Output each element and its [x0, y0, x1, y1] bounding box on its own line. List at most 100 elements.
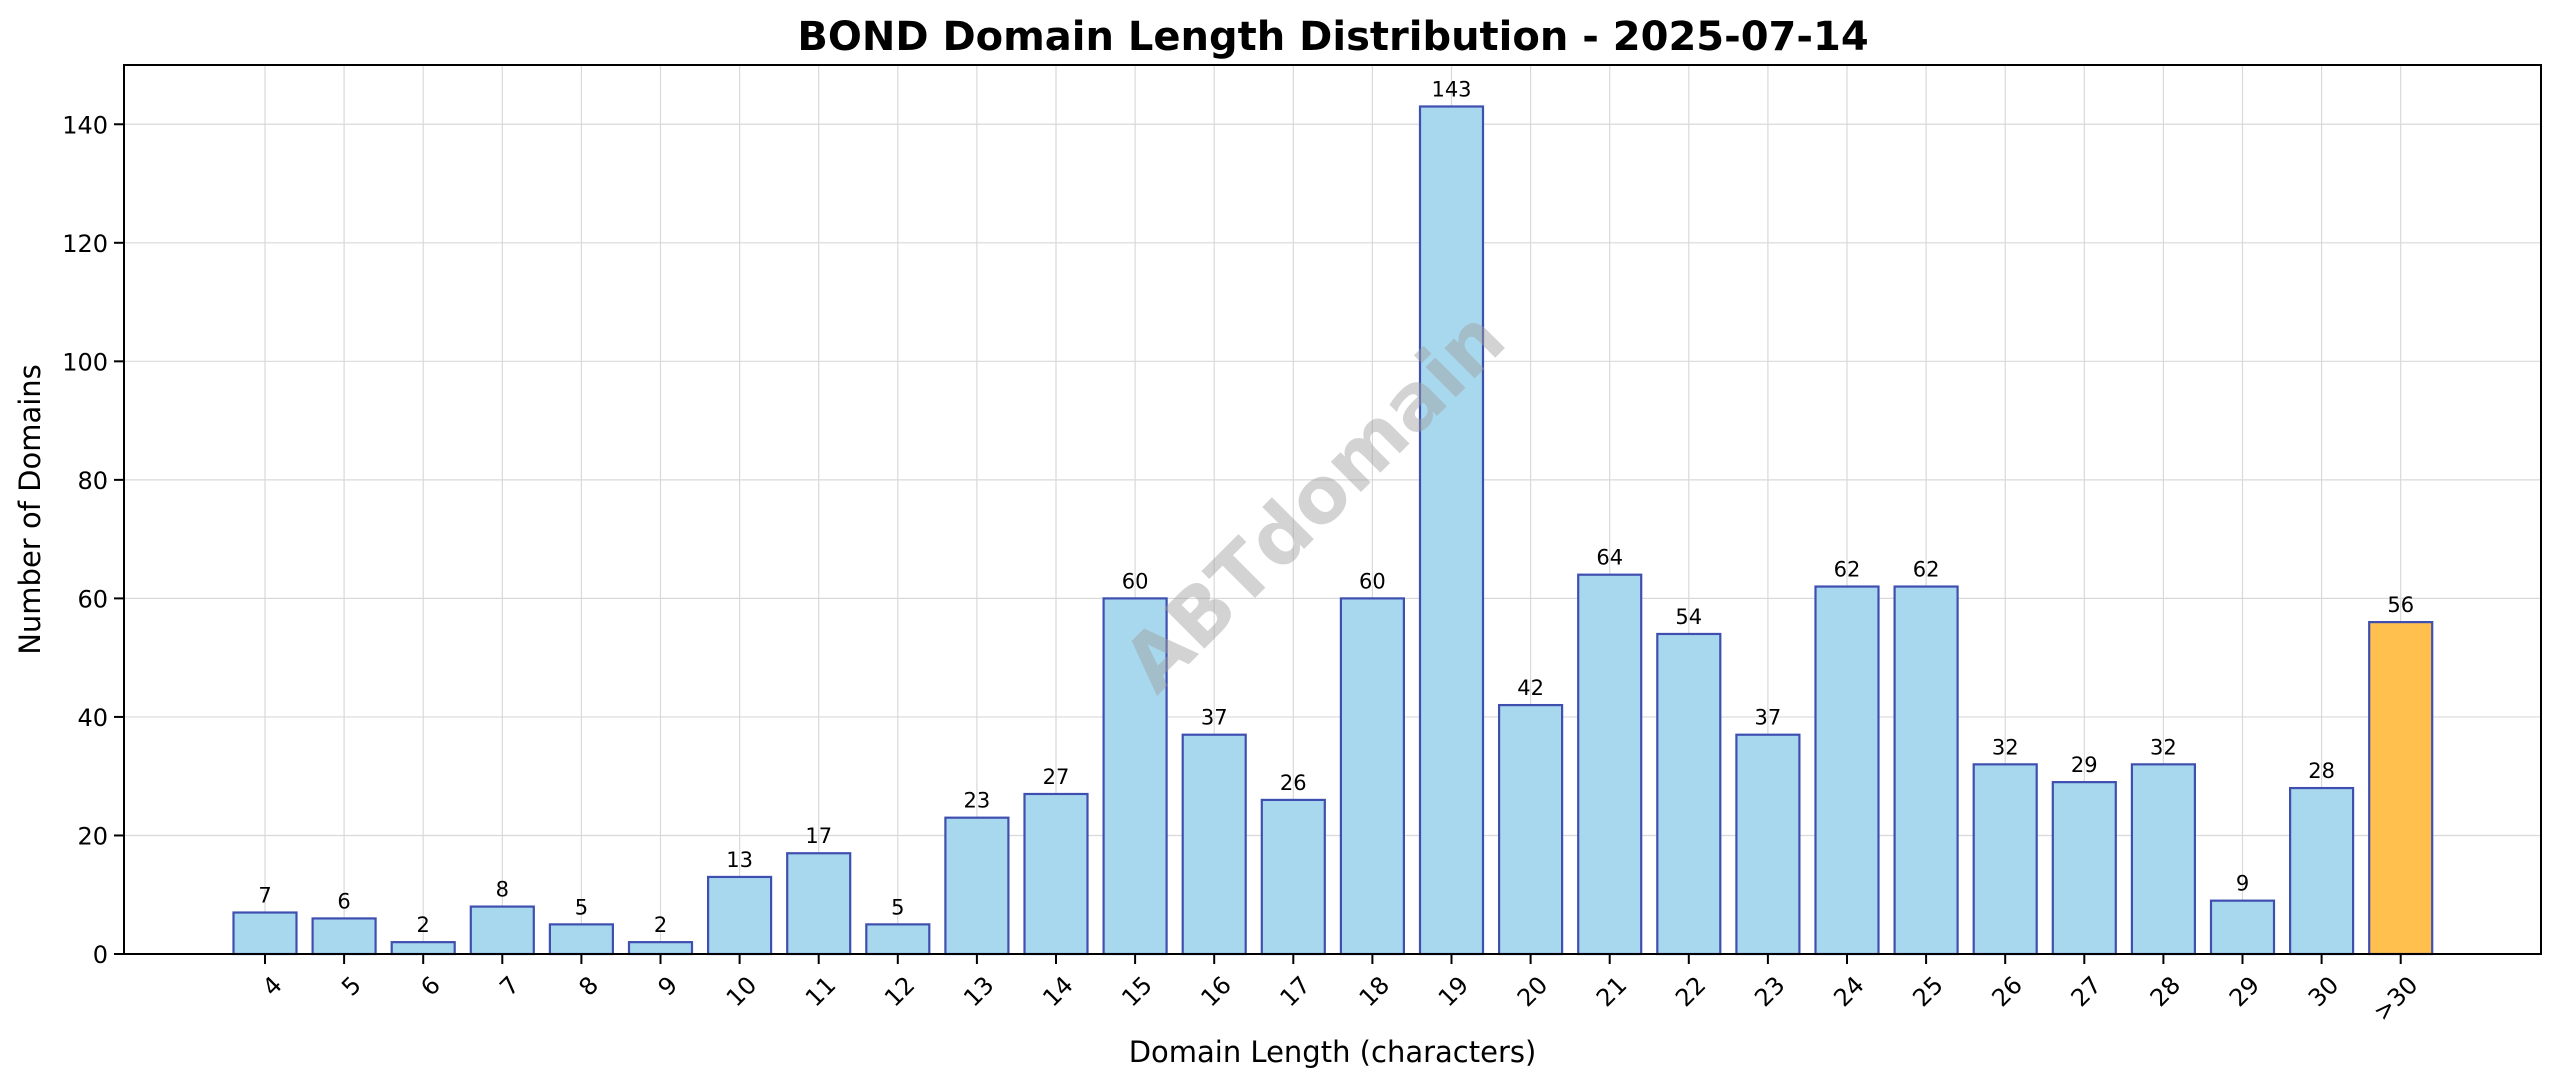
data-label-27: 29	[2071, 753, 2098, 777]
x-tick-label: 29	[2224, 971, 2265, 1012]
y-tick-label: 140	[62, 111, 108, 139]
bar-11	[786, 852, 852, 956]
x-tick-label: 23	[1749, 971, 1790, 1012]
data-label-26: 32	[1992, 735, 2019, 759]
bars	[232, 105, 2434, 956]
x-tick-label: 5	[336, 971, 367, 1002]
y-tick-label: 20	[77, 822, 108, 850]
x-tick-label: 7	[494, 971, 525, 1002]
y-axis-label: Number of Domains	[13, 364, 47, 655]
data-label-28: 32	[2150, 735, 2177, 759]
bar-22	[1656, 632, 1722, 956]
data-label-20: 42	[1517, 676, 1544, 700]
x-tick-label: 8	[573, 971, 604, 1002]
data-label-10: 13	[726, 848, 753, 872]
data-label->30: 56	[2387, 593, 2414, 617]
x-axis-label: Domain Length (characters)	[1129, 1035, 1537, 1069]
x-tick-label: 9	[653, 971, 684, 1002]
data-label-5: 6	[337, 889, 350, 913]
y-tick-label: 0	[93, 941, 108, 969]
data-label-6: 2	[417, 913, 430, 937]
bar-8	[548, 923, 615, 956]
data-label-25: 62	[1913, 558, 1940, 582]
x-axis-ticks: 4 5 6 7 8 9 10 11 12 13 14 15 16 17 18 19 20 21 22 23 24 25 26…	[257, 954, 2423, 1027]
x-tick-label: 13	[958, 971, 999, 1012]
x-tick-label: 22	[1670, 971, 1711, 1012]
bar-7	[469, 905, 535, 956]
bar-19	[1418, 105, 1485, 956]
data-label-11: 17	[805, 824, 832, 848]
data-label-22: 54	[1675, 605, 1702, 629]
data-label-21: 64	[1596, 546, 1623, 570]
bar-18	[1339, 597, 1406, 956]
x-tick-label: 15	[1116, 971, 1157, 1012]
bar->30	[2368, 621, 2434, 956]
bar-14	[1023, 792, 1089, 956]
y-tick-label: 80	[77, 467, 108, 495]
x-tick-label: 12	[879, 971, 920, 1012]
x-tick-label: 10	[721, 971, 762, 1012]
bar-25	[1893, 585, 1959, 956]
x-tick-label: 24	[1828, 971, 1869, 1012]
y-tick-label: 120	[62, 230, 108, 258]
y-tick-label: 40	[77, 704, 108, 732]
data-label-7: 8	[496, 878, 509, 902]
x-tick-label: 4	[257, 971, 288, 1002]
bar-12	[865, 923, 931, 956]
chart-title: BOND Domain Length Distribution - 2025-0…	[797, 14, 1868, 60]
data-label-24: 62	[1834, 558, 1861, 582]
y-tick-label: 60	[77, 585, 108, 613]
y-tick-label: 100	[62, 348, 108, 376]
data-label-16: 37	[1201, 706, 1228, 730]
x-tick-label: 25	[1907, 971, 1948, 1012]
bar-5	[311, 917, 377, 956]
data-label-30: 28	[2308, 759, 2335, 783]
data-label-29: 9	[2236, 872, 2249, 896]
data-label-19: 143	[1431, 77, 1471, 101]
x-tick-label: 17	[1275, 971, 1316, 1012]
data-label-14: 27	[1043, 765, 1070, 789]
data-label-13: 23	[964, 789, 991, 813]
bar-10	[706, 875, 773, 956]
data-label-17: 26	[1280, 771, 1307, 795]
x-tick-label: 21	[1591, 971, 1632, 1012]
bar-13	[944, 816, 1010, 956]
plot-area-frame	[123, 64, 2542, 955]
data-label-18: 60	[1359, 569, 1386, 593]
data-label-15: 60	[1122, 569, 1149, 593]
bar-9	[627, 941, 694, 956]
bar-6	[390, 941, 456, 956]
data-label-12: 5	[891, 895, 904, 919]
data-label-4: 7	[258, 884, 271, 908]
data-label-23: 37	[1755, 706, 1782, 730]
x-tick-label: 16	[1195, 971, 1236, 1012]
bar-23	[1735, 733, 1801, 956]
bar-4	[232, 911, 298, 956]
bar-21	[1577, 573, 1643, 956]
y-axis-ticks: 0 20 40 60 80 100 120 140	[62, 111, 124, 969]
x-tick-label: 30	[2303, 971, 2344, 1012]
bar-15	[1102, 597, 1168, 956]
bar-26	[1972, 763, 2038, 956]
x-tick-label: 28	[2145, 971, 2186, 1012]
x-tick-label: 26	[1986, 971, 2027, 1012]
x-tick-label: 11	[800, 971, 841, 1012]
bar-30	[2289, 786, 2355, 956]
bar-27	[2051, 781, 2117, 956]
bar-20	[1497, 703, 1564, 956]
x-tick-label: 27	[2066, 971, 2107, 1012]
bar-29	[2209, 899, 2276, 956]
x-tick-label: 6	[415, 971, 446, 1002]
data-label-8: 5	[575, 895, 588, 919]
bar-17	[1260, 798, 1326, 956]
bar-28	[2130, 763, 2196, 956]
x-tick-label: 20	[1512, 971, 1553, 1012]
x-tick-label: >30	[2368, 971, 2424, 1027]
bar-16	[1181, 733, 1247, 956]
data-label-9: 2	[654, 913, 667, 937]
x-tick-label: 14	[1037, 971, 1078, 1012]
bar-24	[1814, 585, 1880, 956]
x-tick-label: 18	[1354, 971, 1395, 1012]
